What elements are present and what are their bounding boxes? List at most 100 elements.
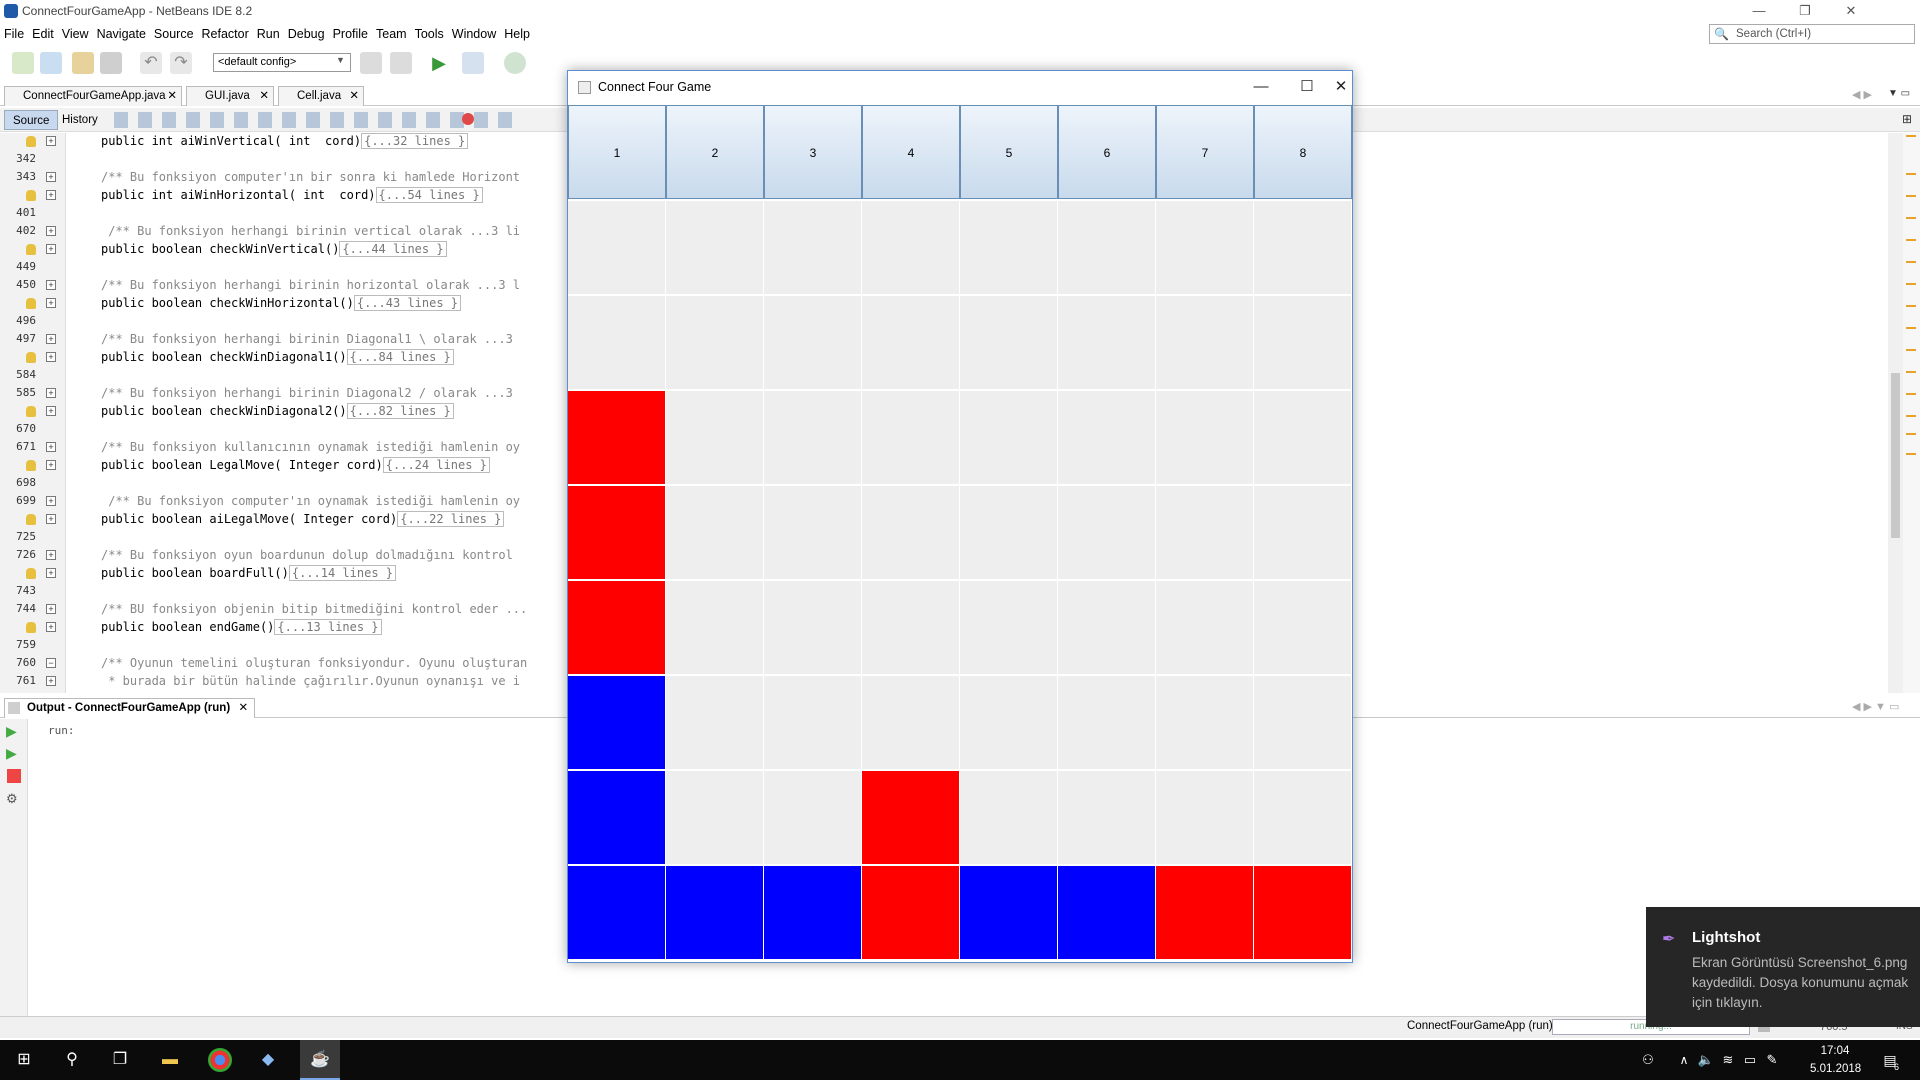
empty-cell[interactable] (1156, 581, 1253, 674)
output-tab[interactable]: Output - ConnectFourGameApp (run) ✕ (4, 698, 256, 718)
menu-window[interactable]: Window (451, 27, 497, 41)
override-hint-icon[interactable] (26, 352, 36, 363)
menu-source[interactable]: Source (153, 27, 194, 41)
new-project-icon[interactable] (40, 52, 62, 74)
fold-toggle-icon[interactable]: + (46, 298, 56, 308)
fold-toggle-icon[interactable]: + (46, 226, 56, 236)
override-hint-icon[interactable] (26, 190, 36, 201)
fold-toggle-icon[interactable]: + (46, 514, 56, 524)
menu-edit[interactable]: Edit (32, 27, 54, 41)
tab-cell[interactable]: Cell.java ✕ (278, 86, 364, 106)
editor-actions-icon[interactable] (114, 112, 514, 128)
empty-cell[interactable] (1156, 486, 1253, 579)
empty-cell[interactable] (1156, 296, 1253, 389)
blue-disc[interactable] (568, 771, 665, 864)
folded-block[interactable]: {...44 lines } (339, 241, 447, 257)
folded-block[interactable]: {...43 lines } (353, 295, 462, 311)
override-hint-icon[interactable] (26, 568, 36, 579)
empty-cell[interactable] (862, 486, 959, 579)
empty-cell[interactable] (960, 391, 1057, 484)
menu-profile[interactable]: Profile (332, 27, 368, 41)
fold-toggle-icon[interactable]: + (46, 244, 56, 254)
red-disc[interactable] (862, 771, 959, 864)
empty-cell[interactable] (960, 581, 1057, 674)
profile-icon[interactable] (504, 52, 526, 74)
rerun-icon[interactable]: ▶ (6, 723, 17, 739)
empty-cell[interactable] (666, 201, 763, 294)
empty-cell[interactable] (862, 676, 959, 769)
stripe-mark[interactable] (1906, 239, 1916, 241)
empty-cell[interactable] (666, 771, 763, 864)
action-center-icon[interactable]: ▤ (1883, 1052, 1897, 1068)
stripe-mark[interactable] (1906, 393, 1916, 395)
column-button-1[interactable]: 1 (568, 105, 666, 199)
close-button[interactable]: ✕ (1845, 3, 1857, 18)
tab-menu-icon[interactable]: ▼ ▭ (1888, 88, 1911, 99)
empty-cell[interactable] (1058, 296, 1155, 389)
tab-gui[interactable]: GUI.java ✕ (186, 86, 274, 106)
empty-cell[interactable] (666, 676, 763, 769)
empty-cell[interactable] (666, 391, 763, 484)
empty-cell[interactable] (764, 391, 861, 484)
override-hint-icon[interactable] (26, 298, 36, 309)
empty-cell[interactable] (1254, 486, 1351, 579)
rerun-different-icon[interactable]: ▶ (6, 745, 17, 761)
blue-disc[interactable] (666, 866, 763, 959)
empty-cell[interactable] (666, 581, 763, 674)
empty-cell[interactable] (1058, 391, 1155, 484)
override-hint-icon[interactable] (26, 514, 36, 525)
debug-icon[interactable] (462, 52, 484, 74)
empty-cell[interactable] (568, 296, 665, 389)
empty-cell[interactable] (960, 201, 1057, 294)
fold-toggle-icon[interactable]: + (46, 136, 56, 146)
empty-cell[interactable] (1254, 676, 1351, 769)
red-disc[interactable] (568, 581, 665, 674)
column-button-7[interactable]: 7 (1156, 105, 1254, 199)
red-disc[interactable] (568, 486, 665, 579)
game-close-button[interactable]: ✕ (1334, 78, 1348, 95)
menu-debug[interactable]: Debug (287, 27, 325, 41)
empty-cell[interactable] (764, 581, 861, 674)
empty-cell[interactable] (862, 391, 959, 484)
blue-disc[interactable] (568, 866, 665, 959)
folded-block[interactable]: {...14 lines } (288, 565, 396, 581)
stripe-mark[interactable] (1906, 173, 1916, 175)
blue-disc[interactable] (1058, 866, 1155, 959)
empty-cell[interactable] (1058, 486, 1155, 579)
virtualbox-icon[interactable]: ◆ (261, 1051, 275, 1068)
stripe-mark[interactable] (1906, 261, 1916, 263)
close-output-icon[interactable]: ✕ (238, 702, 249, 714)
file-explorer-icon[interactable]: ▬ (162, 1051, 178, 1068)
empty-cell[interactable] (1156, 771, 1253, 864)
empty-cell[interactable] (764, 486, 861, 579)
stripe-mark[interactable] (1906, 283, 1916, 285)
tab-history[interactable]: History (62, 114, 98, 126)
stop-icon[interactable] (7, 769, 21, 783)
menu-tools[interactable]: Tools (414, 27, 444, 41)
fold-toggle-icon[interactable]: + (46, 388, 56, 398)
java-app-taskbar-icon[interactable]: ☕ (300, 1040, 340, 1080)
search-icon[interactable]: ⚲ (66, 1051, 78, 1068)
fold-toggle-icon[interactable]: + (46, 172, 56, 182)
output-scroll-icon[interactable]: ◀ ▶ ▼ ▭ (1852, 701, 1900, 713)
empty-cell[interactable] (862, 201, 959, 294)
stripe-mark[interactable] (1906, 305, 1916, 307)
blue-disc[interactable] (960, 866, 1057, 959)
empty-cell[interactable] (1156, 676, 1253, 769)
fold-toggle-icon[interactable]: + (46, 676, 56, 686)
empty-cell[interactable] (1058, 581, 1155, 674)
empty-cell[interactable] (1254, 296, 1351, 389)
lightshot-notification[interactable]: ✒ Lightshot Ekran Görüntüsü Screenshot_6… (1646, 907, 1920, 1027)
run-icon[interactable]: ▶ (432, 53, 446, 73)
red-disc[interactable] (1156, 866, 1253, 959)
folded-block[interactable]: {...82 lines } (346, 403, 454, 419)
empty-cell[interactable] (764, 771, 861, 864)
empty-cell[interactable] (666, 486, 763, 579)
fold-toggle-icon[interactable]: + (46, 280, 56, 290)
game-minimize-button[interactable]: — (1253, 78, 1269, 95)
fold-toggle-icon[interactable]: + (46, 352, 56, 362)
task-view-icon[interactable]: ❐ (112, 1051, 128, 1068)
scroll-tabs-icon[interactable]: ◀ ▶ (1852, 89, 1872, 101)
empty-cell[interactable] (1254, 391, 1351, 484)
close-tab-icon[interactable]: ✕ (349, 90, 359, 102)
